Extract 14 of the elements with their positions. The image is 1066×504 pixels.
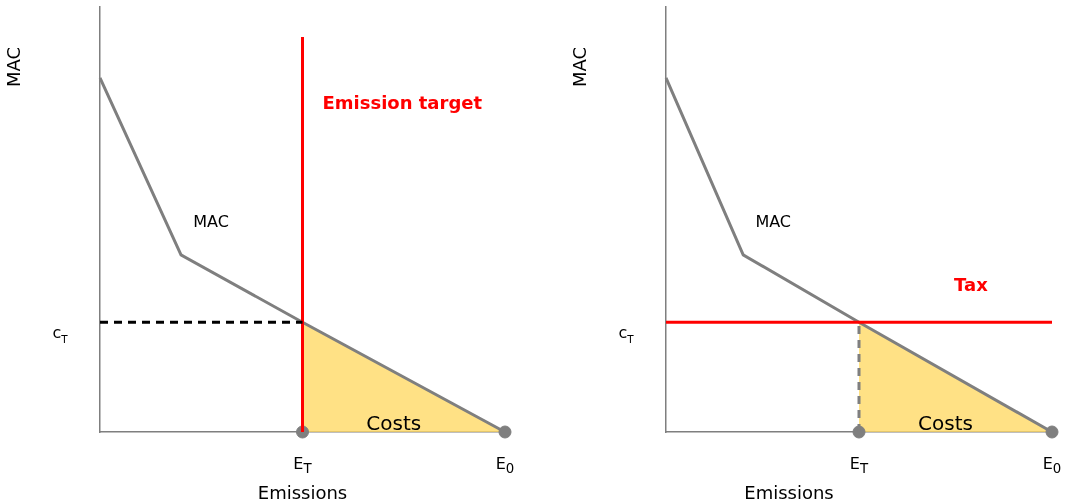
- ref-line-label: Tax: [954, 273, 989, 295]
- y-axis-title: MAC: [2, 46, 24, 88]
- y-axis-title: MAC: [568, 46, 590, 88]
- ref-line-label: Emission target: [322, 91, 483, 113]
- x-tick-label: E$_{0}$: [495, 454, 515, 477]
- x-axis-title: Emissions: [257, 481, 348, 503]
- annotation: Costs: [366, 410, 422, 435]
- annotation: MAC: [193, 212, 229, 232]
- x-tick-label: E$_{T}$: [293, 454, 312, 477]
- annotation: MAC: [755, 212, 792, 232]
- annotation: Costs: [918, 410, 973, 435]
- x-tick-label: E$_{0}$: [1042, 454, 1062, 477]
- x-axis-title: Emissions: [744, 481, 834, 503]
- x-tick-label: E$_{T}$: [849, 454, 869, 477]
